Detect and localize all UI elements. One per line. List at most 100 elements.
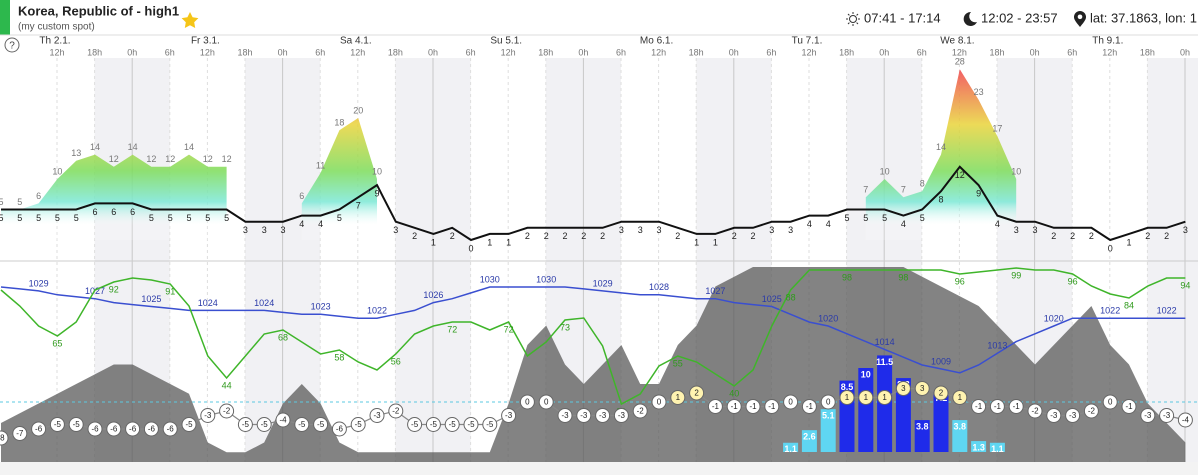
temperature-point [369,408,385,423]
location-icon [1074,11,1086,27]
temperature-point [463,417,479,432]
help-label: ? [9,41,15,52]
temperature-point [952,390,968,405]
wind-label: 9 [976,188,981,198]
wind-label: 1 [506,237,511,247]
hour-label: 0h [578,47,588,57]
temperature-point [1027,403,1043,419]
temperature-point [1177,412,1193,428]
temperature-label: -2 [223,407,231,416]
hour-label: 12h [952,47,967,57]
temperature-label: -1 [712,402,720,411]
temperature-point [519,394,535,410]
temperature-label: -3 [505,411,513,420]
humidity-label: 94 [1180,280,1190,290]
location-coords: lat: 37.1863, lon: 1 [1090,10,1197,25]
pressure-label: 1013 [987,341,1007,351]
temperature-label: -1 [975,402,983,411]
temperature-label: 3 [920,384,925,393]
footer-strip [0,462,1198,475]
humidity-label: 73 [560,322,570,332]
hour-label: 6h [315,47,325,57]
wind-label: 5 [149,213,154,223]
wind-label: 2 [600,231,605,241]
precip-bar [952,420,968,452]
temperature-label: -6 [91,425,99,434]
temperature-point [632,403,648,419]
spot-title: Korea, Republic of - high1 [18,3,179,18]
wind-label: 3 [619,225,624,235]
hour-label: 6h [917,47,927,57]
wind-label: 3 [638,225,643,235]
temperature-label: 1 [958,393,963,402]
precip-label: 1.1 [991,444,1004,454]
hour-label: 6h [165,47,175,57]
favorite-star[interactable] [181,12,199,28]
night-band [1147,58,1198,462]
moon-times: 12:02 - 23:57 [981,10,1058,25]
temperature-label: -1 [806,402,814,411]
precip-label: 1.3 [972,442,985,452]
humidity-label: 68 [278,332,288,342]
pressure-label: 1024 [254,298,274,308]
wind-label: 8 [938,195,943,205]
temperature-point [407,417,423,432]
hour-label: 6h [766,47,776,57]
wind-label: 5 [882,213,887,223]
precip-label: 3.8 [916,421,929,431]
temperature-label: 1 [845,393,850,402]
temperature-point [331,421,347,437]
day-label: Mo 6.1. [640,36,673,47]
wind-label: 3 [656,225,661,235]
temperature-point [256,417,272,432]
temperature-label: -6 [129,425,137,434]
humidity-label: 44 [222,380,232,390]
day-label: We 8.1. [940,36,974,47]
temperature-point [820,394,836,410]
pressure-label: 1022 [1100,306,1120,316]
wind-label: 2 [1051,231,1056,241]
hour-label: 0h [729,47,739,57]
hour-label: 0h [428,47,438,57]
wind-label: 2 [675,231,680,241]
wind-label: 2 [1070,231,1075,241]
humidity-label: 91 [165,286,175,296]
temperature-point [125,421,141,437]
gust-label: 10 [1011,166,1021,176]
gust-label: 10 [372,166,382,176]
hour-label: 18h [1140,47,1155,57]
wind-label: 5 [17,213,22,223]
temperature-label: -5 [449,420,457,429]
pressure-label: 1020 [1044,313,1064,323]
wind-label: 0 [468,243,473,253]
help-button[interactable] [4,37,20,53]
pressure-label: 1027 [705,286,725,296]
wind-label: 4 [299,219,304,229]
temperature-label: -2 [637,407,645,416]
temperature-label: -2 [392,407,400,416]
temperature-point [914,381,930,396]
temperature-point [745,399,761,414]
temperature-point [613,408,629,423]
precip-label: 5.1 [822,411,835,421]
temperature-label: -6 [167,425,175,434]
wind-label: 3 [262,225,267,235]
temperature-label: -5 [467,420,475,429]
temperature-point [877,390,893,405]
wind-label: 4 [901,219,906,229]
temperature-point [482,417,498,432]
temperature-point [1008,399,1024,414]
wind-label: 1 [713,237,718,247]
wind-label: 12 [955,170,965,180]
pressure-label: 1024 [198,298,218,308]
wind-label: 3 [788,225,793,235]
gust-label: 18 [334,118,344,128]
wind-label: 5 [920,213,925,223]
gust-area [1,154,227,240]
temperature-point [219,403,235,419]
precip-label: 8.5 [841,382,854,392]
temperature-point [557,408,573,423]
wind-label: 1 [431,237,436,247]
pressure-label: 1023 [311,302,331,312]
wind-label: 2 [581,231,586,241]
